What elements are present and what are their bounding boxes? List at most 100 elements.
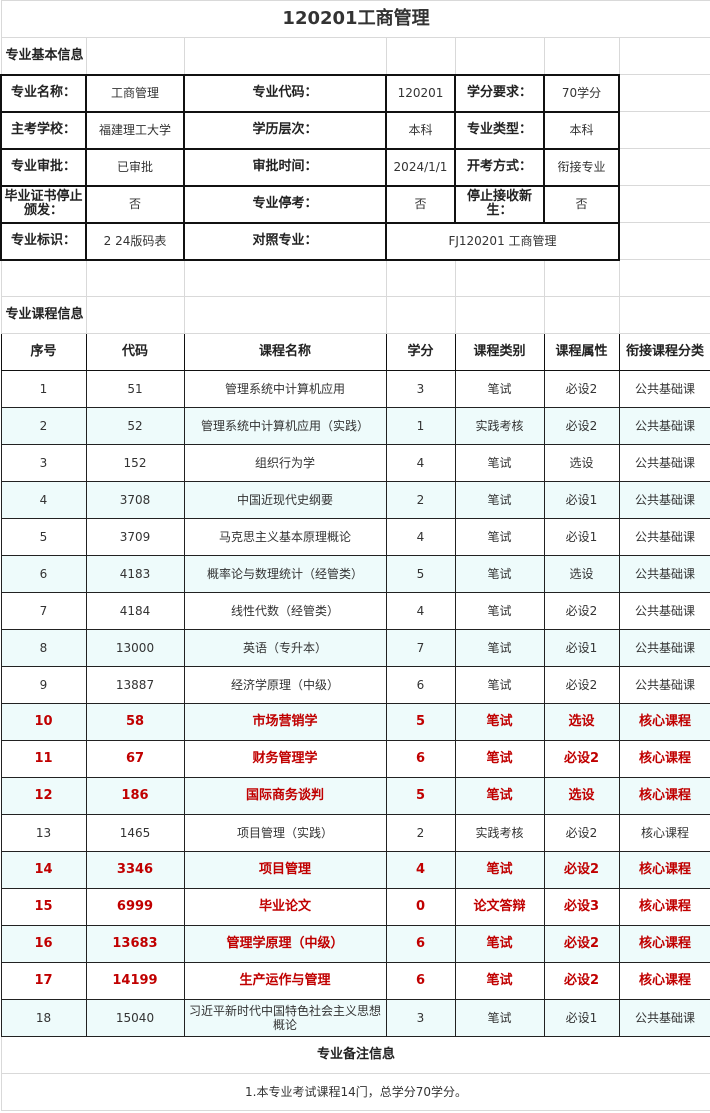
- course-cell: 管理系统中计算机应用: [183, 370, 387, 408]
- field-label: 毕业证书停止颁发：: [0, 184, 87, 224]
- course-cell: 生产运作与管理: [183, 962, 387, 1000]
- notes-row: 1.本专业考试课程14门，总学分70学分。: [0, 1073, 710, 1111]
- course-row: 6 4183 概率论与数理统计（经管类） 5 笔试 选设 公共基础课: [0, 555, 710, 593]
- empty-cell: [183, 296, 387, 334]
- course-cell: 11: [0, 740, 87, 778]
- course-cell: 公共基础课: [618, 999, 710, 1037]
- course-cell: 公共基础课: [618, 444, 710, 482]
- course-cell: 论文答辩: [454, 888, 545, 926]
- field-label: 专业审批：: [0, 147, 87, 187]
- empty-cell: [618, 185, 710, 223]
- course-row: 4 3708 中国近现代史纲要 2 笔试 必设1 公共基础课: [0, 481, 710, 519]
- course-cell: 6: [0, 555, 87, 593]
- course-cell: 必设2: [543, 925, 620, 963]
- field-value: 否: [543, 184, 620, 224]
- course-cell: 必设2: [543, 740, 620, 778]
- course-row: 13 1465 项目管理（实践） 2 实践考核 必设2 核心课程: [0, 814, 710, 852]
- empty-cell: [618, 111, 710, 149]
- course-cell: 笔试: [454, 592, 545, 630]
- course-cell: 公共基础课: [618, 629, 710, 667]
- page-title: 120201工商管理: [0, 0, 710, 38]
- course-cell: 3709: [85, 518, 185, 556]
- empty-cell: [183, 259, 387, 297]
- course-cell: 公共基础课: [618, 407, 710, 445]
- course-row: 8 13000 英语（专升本） 7 笔试 必设1 公共基础课: [0, 629, 710, 667]
- course-cell: 公共基础课: [618, 370, 710, 408]
- course-cell: 国际商务谈判: [183, 777, 387, 815]
- course-cell: 经济学原理（中级）: [183, 666, 387, 704]
- course-cell: 中国近现代史纲要: [183, 481, 387, 519]
- course-cell: 12: [0, 777, 87, 815]
- course-header-row: 序号 代码 课程名称 学分 课程类别 课程属性 衔接课程分类: [0, 333, 710, 371]
- empty-cell: [618, 296, 710, 334]
- spacer-row: [0, 259, 710, 297]
- field-label: 专业标识：: [0, 221, 87, 261]
- course-cell: 58: [85, 703, 185, 741]
- course-cell: 4183: [85, 555, 185, 593]
- course-cell: 核心课程: [618, 814, 710, 852]
- basic-info-row: 专业审批： 已审批 审批时间： 2024/1/1 开考方式： 衔接专业: [0, 147, 710, 187]
- course-row: 10 58 市场营销学 5 笔试 选设 核心课程: [0, 703, 710, 741]
- basic-info-row: 专业名称： 工商管理 专业代码： 120201 学分要求： 70学分: [0, 73, 710, 113]
- course-cell: 2: [385, 814, 456, 852]
- empty-cell: [618, 222, 710, 260]
- course-section-title: 专业课程信息: [0, 296, 87, 334]
- course-cell: 1465: [85, 814, 185, 852]
- course-row: 2 52 管理系统中计算机应用（实践） 1 实践考核 必设2 公共基础课: [0, 407, 710, 445]
- course-cell: 18: [0, 999, 87, 1037]
- course-cell: 公共基础课: [618, 518, 710, 556]
- field-value: 2024/1/1: [385, 147, 456, 187]
- course-cell: 6: [385, 740, 456, 778]
- column-header: 序号: [0, 333, 87, 371]
- field-value: 2 24版码表: [85, 221, 185, 261]
- course-cell: 17: [0, 962, 87, 1000]
- course-cell: 线性代数（经管类）: [183, 592, 387, 630]
- course-cell: 核心课程: [618, 888, 710, 926]
- course-cell: 5: [385, 703, 456, 741]
- basic-info-row: 主考学校： 福建理工大学 学历层次： 本科 专业类型： 本科: [0, 110, 710, 150]
- field-value: 本科: [543, 110, 620, 150]
- field-value: 福建理工大学: [85, 110, 185, 150]
- course-cell: 5: [0, 518, 87, 556]
- course-cell: 必设2: [543, 370, 620, 408]
- course-row: 17 14199 生产运作与管理 6 笔试 必设2 核心课程: [0, 962, 710, 1000]
- course-cell: 毕业论文: [183, 888, 387, 926]
- course-cell: 笔试: [454, 962, 545, 1000]
- course-cell: 14199: [85, 962, 185, 1000]
- course-row: 11 67 财务管理学 6 笔试 必设2 核心课程: [0, 740, 710, 778]
- course-cell: 4: [385, 518, 456, 556]
- course-cell: 4: [0, 481, 87, 519]
- course-cell: 选设: [543, 777, 620, 815]
- course-cell: 核心课程: [618, 740, 710, 778]
- course-cell: 4: [385, 444, 456, 482]
- course-cell: 核心课程: [618, 925, 710, 963]
- field-label: 专业名称：: [0, 73, 87, 113]
- basic-info-row: 毕业证书停止颁发：否专业停考：否停止接收新生：否: [0, 184, 710, 224]
- field-label: 审批时间：: [183, 147, 387, 187]
- course-cell: 15: [0, 888, 87, 926]
- field-label: 停止接收新生：: [454, 184, 545, 224]
- field-label: 学分要求：: [454, 73, 545, 113]
- course-cell: 实践考核: [454, 407, 545, 445]
- course-cell: 笔试: [454, 703, 545, 741]
- field-label: 学历层次：: [183, 110, 387, 150]
- field-value: 70学分: [543, 73, 620, 113]
- course-cell: 13683: [85, 925, 185, 963]
- empty-cell: [543, 296, 620, 334]
- course-cell: 笔试: [454, 629, 545, 667]
- course-cell: 笔试: [454, 370, 545, 408]
- field-label: 专业代码：: [183, 73, 387, 113]
- course-cell: 必设1: [543, 481, 620, 519]
- course-cell: 4184: [85, 592, 185, 630]
- course-cell: 13000: [85, 629, 185, 667]
- course-cell: 核心课程: [618, 851, 710, 889]
- course-cell: 选设: [543, 555, 620, 593]
- field-label: 主考学校：: [0, 110, 87, 150]
- field-value: 本科: [385, 110, 456, 150]
- course-cell: 6: [385, 666, 456, 704]
- empty-cell: [0, 259, 87, 297]
- course-cell: 管理学原理（中级）: [183, 925, 387, 963]
- course-cell: 笔试: [454, 518, 545, 556]
- course-cell: 笔试: [454, 925, 545, 963]
- empty-cell: [618, 259, 710, 297]
